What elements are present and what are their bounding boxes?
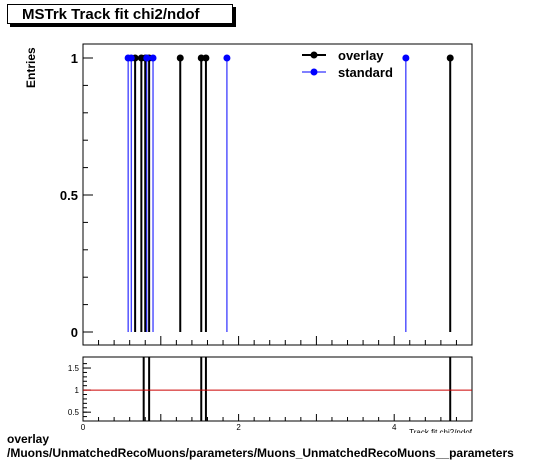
data-point-overlay	[202, 54, 210, 62]
legend-marker-overlay	[310, 51, 318, 59]
legend-label-overlay: overlay	[338, 48, 384, 63]
y-tick-label: 0	[71, 325, 78, 340]
x-tick-label: 4	[392, 423, 397, 432]
data-point-standard	[143, 54, 151, 62]
x-axis-label: Track fit chi2/ndof	[409, 428, 472, 433]
data-point-standard	[223, 54, 231, 62]
x-tick-label: 0	[81, 423, 86, 432]
ratio-plot-frame	[82, 356, 473, 422]
ratio-y-tick-label: 0.5	[68, 408, 80, 417]
legend-marker-standard	[310, 68, 318, 76]
ratio-y-tick-label: 1	[75, 386, 80, 395]
data-point-overlay	[446, 54, 454, 62]
data-point-standard	[402, 54, 410, 62]
y-tick-label: 1	[71, 51, 78, 66]
legend-label-standard: standard	[338, 65, 393, 80]
data-point-standard	[127, 54, 135, 62]
data-point-standard	[149, 54, 157, 62]
y-tick-label: 0.5	[60, 188, 78, 203]
footer-label: overlay	[7, 432, 50, 446]
x-tick-label: 2	[236, 423, 241, 432]
footer-path: /Muons/UnmatchedRecoMuons/parameters/Muo…	[7, 446, 514, 460]
data-point-overlay	[176, 54, 184, 62]
ratio-y-tick-label: 1.5	[68, 364, 80, 373]
chart-title: MSTrk Track fit chi2/ndof	[7, 4, 233, 24]
